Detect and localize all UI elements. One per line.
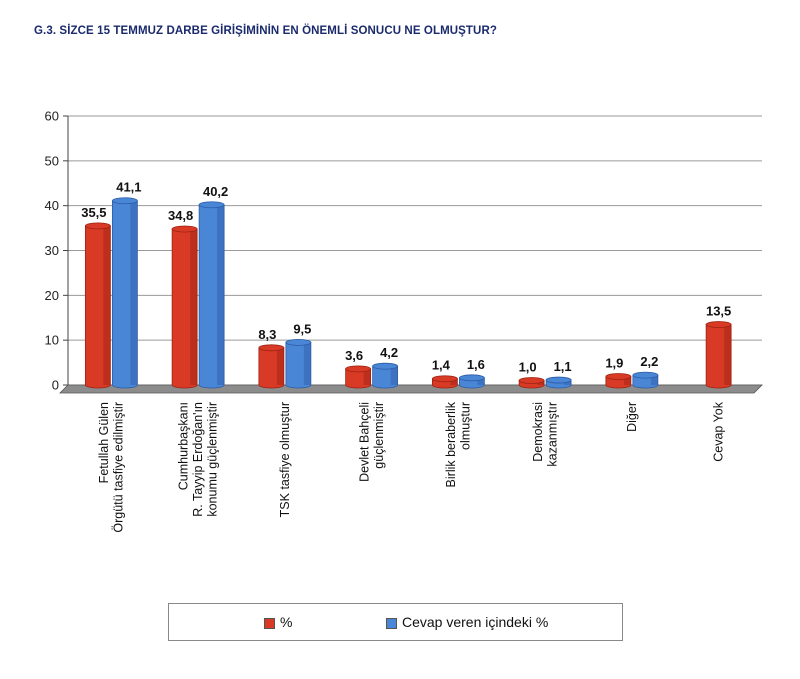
bar-series1-shade [276,347,284,385]
bar-series1 [84,222,111,389]
bar-series2-body [285,342,312,389]
bar-series2-body [111,200,138,389]
category-label: Cevap Yok [712,401,726,462]
legend: % Cevap veren içindeki % [168,603,623,641]
data-label-series2: 41,1 [116,180,141,195]
y-tick-label: 60 [45,109,59,124]
y-tick-label: 40 [45,198,59,213]
bar-series2 [545,376,572,389]
bar-series2-top [545,376,572,384]
category-label: Birlik beraberlik [444,401,458,487]
bar-series2-body [198,204,225,389]
bar-series2-shade [130,200,138,385]
bar-series1-shade [724,324,732,385]
bar-series2-top [372,362,399,370]
category-label: TSK tasfiye olmuştur [278,402,292,517]
bar-series2-top [458,374,485,382]
bar-series2-top [632,371,659,379]
category-label: R. Tayyip Erdoğan'ın [191,402,205,517]
bar-series2-shade [303,342,311,385]
bar-series1-shade [450,378,458,385]
chart-title: G.3. SİZCE 15 TEMMUZ DARBE GİRİŞİMİNİN E… [34,25,497,37]
bar-series1-top [258,344,285,352]
bar-series2-body [632,374,659,389]
bar-series1 [605,373,632,389]
bar-series1 [431,375,458,389]
data-label-series2: 1,1 [554,359,572,374]
category-label: güçlenmiştir [372,402,386,469]
category-label: Örgütü tasfiye edilmiştir [112,402,126,533]
bar-series1-top [431,375,458,383]
y-tick-label: 20 [45,288,59,303]
data-label-series2: 4,2 [380,345,398,360]
data-label-series2: 1,6 [467,357,485,372]
bar-series1 [258,344,285,389]
bar-series1-body [171,228,198,389]
data-label-series2: 9,5 [293,321,311,336]
bar-series2-body [372,365,399,389]
bar-series1 [705,321,732,389]
bar-series1-top [705,321,732,328]
bar-series1-top [518,377,545,384]
bar-series2 [458,374,485,389]
data-label-series1: 8,3 [258,327,276,342]
bar-series2 [111,197,138,389]
legend-label-series2: Cevap veren içindeki % [402,614,549,630]
y-tick-label: 30 [45,243,59,258]
bar-series2-shade [650,375,658,385]
bar-series1-body [84,225,111,389]
bar-series1-shade [103,225,111,385]
bar-chart: 0 10 20 30 40 50 60 35,5 41,1 Fetullah Gülen Örgüt… [45,109,763,533]
legend-item-series2: Cevap veren içindeki % [386,614,548,630]
legend-item-series1: % [264,614,292,630]
bar-series1-shade [623,376,631,385]
bar-series1 [518,377,545,389]
category-label: Demokrasi [531,402,545,462]
category-label: konumu güçlenmiştir [206,402,220,517]
data-label-series2: 40,2 [203,184,228,199]
bar-series1-body [705,324,732,389]
category-label: kazanmıştır [545,402,559,467]
bar-series1 [345,365,372,389]
category-label: Cumhurbaşkanı [177,402,191,490]
bar-series1-top [84,222,111,230]
bar-series2-top [285,339,312,346]
data-label-series1: 35,5 [81,205,106,220]
data-label-series1: 1,9 [605,355,623,370]
bar-series2-shade [217,204,225,385]
bar-series2 [632,371,659,389]
legend-label-series1: % [280,614,293,630]
bar-series2-shade [390,366,398,385]
category-label: Diğer [625,402,639,432]
category-label: olmuştur [459,402,473,450]
bar-series2 [198,201,225,389]
bar-series2-top [111,197,138,205]
data-label-series1: 1,4 [432,358,451,373]
data-label-series2: 2,2 [640,354,658,369]
bar-series1-body [258,347,285,389]
data-label-series1: 3,6 [345,348,363,363]
legend-swatch-series1 [264,617,275,629]
bar-series1-top [605,373,632,380]
bar-series1-body [345,368,372,389]
data-label-series1: 1,0 [519,360,537,375]
y-tick-label: 10 [45,333,59,348]
bar-series1-top [171,225,198,233]
category-label: Fetullah Gülen [97,402,111,483]
bar-series1-top [345,365,372,373]
bar-series1-shade [363,368,371,385]
y-tick-label: 50 [45,153,59,168]
data-label-series1: 13,5 [706,303,731,318]
category-label: Devlet Bahçeli [357,402,371,482]
bar-series1 [171,225,198,389]
bar-series2-shade [477,377,485,385]
data-label-series1: 34,8 [168,208,193,223]
bar-series2-top [198,201,225,209]
legend-swatch-series2 [386,617,397,629]
bar-series2 [285,339,312,389]
y-tick-label: 0 [52,378,59,393]
bar-series2 [372,362,399,389]
bar-series1-shade [190,228,198,385]
